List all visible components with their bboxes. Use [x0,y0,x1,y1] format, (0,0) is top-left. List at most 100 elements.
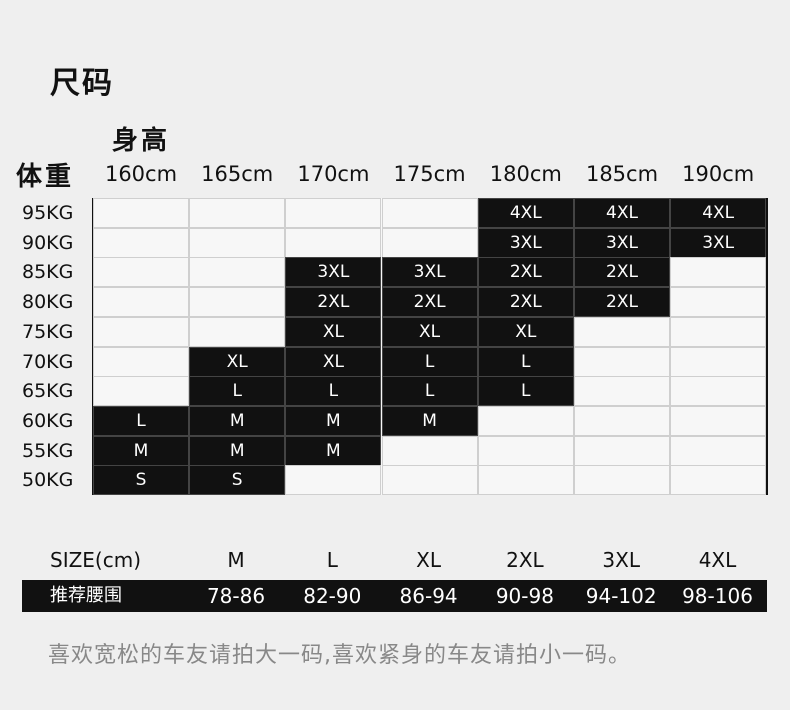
size-cell [670,257,767,288]
weight-row-header: 55KG [22,439,74,462]
size-cell [93,227,189,258]
size-cell [189,287,286,318]
size-cell [670,376,767,407]
size-cell [574,316,670,347]
size-cell: M [93,435,189,466]
size-cell [93,287,189,318]
size-cell: S [93,465,189,496]
size-cell [189,227,286,258]
size-cell: L [477,346,574,377]
size-cell [670,465,767,496]
waist-value: 86-94 [399,584,458,608]
size-cell: L [477,376,574,407]
page-title: 尺码 [50,66,114,101]
size-cell [670,346,767,377]
size-cell [574,465,670,496]
size-cell [574,405,670,436]
waist-header-label: SIZE(cm) [50,548,142,572]
size-cell [93,257,189,288]
waist-value: 94-102 [585,584,657,608]
size-cell: 3XL [381,257,478,288]
size-cell [189,316,286,347]
size-cell: 3XL [477,227,574,258]
waist-row-label: 推荐腰围 [50,585,122,606]
size-cell [93,198,189,228]
size-cell [285,198,382,228]
waist-value: 82-90 [303,584,362,608]
height-axis-label: 身高 [112,126,171,156]
weight-row-header: 60KG [22,409,74,432]
size-cell: M [381,405,478,436]
weight-row-header: 65KG [22,380,74,403]
size-cell [477,435,574,466]
waist-value: 78-86 [206,584,266,608]
size-cell: L [285,376,382,407]
size-cell: 2XL [477,287,574,318]
size-cell: L [381,376,478,407]
size-cell: 3XL [574,227,670,258]
size-cell: M [285,405,382,436]
size-cell [93,316,189,347]
waist-row-bar [22,580,767,612]
size-cell: 4XL [477,198,574,228]
weight-row-header: 50KG [22,469,74,492]
size-cell [381,435,478,466]
size-cell: XL [381,316,478,347]
size-cell: 3XL [285,257,382,288]
size-cell [381,198,478,228]
size-cell [670,405,767,436]
height-column-header: 170cm [297,162,370,186]
waist-size-header: XL [416,548,442,572]
height-column-header: 165cm [201,162,274,186]
weight-row-header: 75KG [22,320,74,343]
size-cell [670,316,767,347]
weight-row-header: 95KG [22,202,74,224]
size-cell [381,465,478,496]
waist-value: 90-98 [495,584,554,608]
size-cell [574,346,670,377]
waist-size-header: 2XL [506,548,544,572]
size-cell [574,435,670,466]
size-cell: 2XL [285,287,382,318]
waist-size-header: 4XL [698,548,737,572]
weight-row-header: 70KG [22,350,74,373]
waist-size-header: L [326,548,338,572]
height-column-header: 185cm [585,162,659,186]
size-cell: 2XL [574,257,670,288]
height-column-header: 175cm [393,162,466,186]
grid-right-border [765,198,768,495]
size-cell: 2XL [381,287,478,318]
size-cell: XL [477,316,574,347]
size-cell [93,346,189,377]
size-cell [670,287,767,318]
size-cell [189,257,286,288]
waist-size-header: 3XL [602,548,640,572]
weight-axis-label: 体重 [16,162,75,192]
size-cell: 2XL [477,257,574,288]
weight-row-header: 90KG [22,231,74,254]
height-column-header: 180cm [489,162,562,186]
size-cell: S [189,465,286,496]
weight-row-header: 80KG [22,291,74,314]
size-cell [477,465,574,496]
height-column-header: 190cm [682,162,755,186]
size-cell: L [93,405,189,436]
waist-size-header: M [227,548,245,572]
sizing-note: 喜欢宽松的车友请拍大一码,喜欢紧身的车友请拍小一码。 [48,643,631,668]
weight-row-header: 85KG [22,261,74,284]
size-cell: XL [285,316,382,347]
size-cell [285,465,382,496]
size-cell: 2XL [574,287,670,318]
size-cell [574,376,670,407]
size-cell: 4XL [574,198,670,228]
size-cell: XL [285,346,382,377]
size-cell [381,227,478,258]
height-column-header: 160cm [104,162,178,186]
size-cell: L [381,346,478,377]
size-cell: 3XL [670,227,767,258]
size-cell: M [189,405,286,436]
size-cell [189,198,286,228]
size-cell: M [189,435,286,466]
size-cell [93,376,189,407]
size-cell [477,405,574,436]
